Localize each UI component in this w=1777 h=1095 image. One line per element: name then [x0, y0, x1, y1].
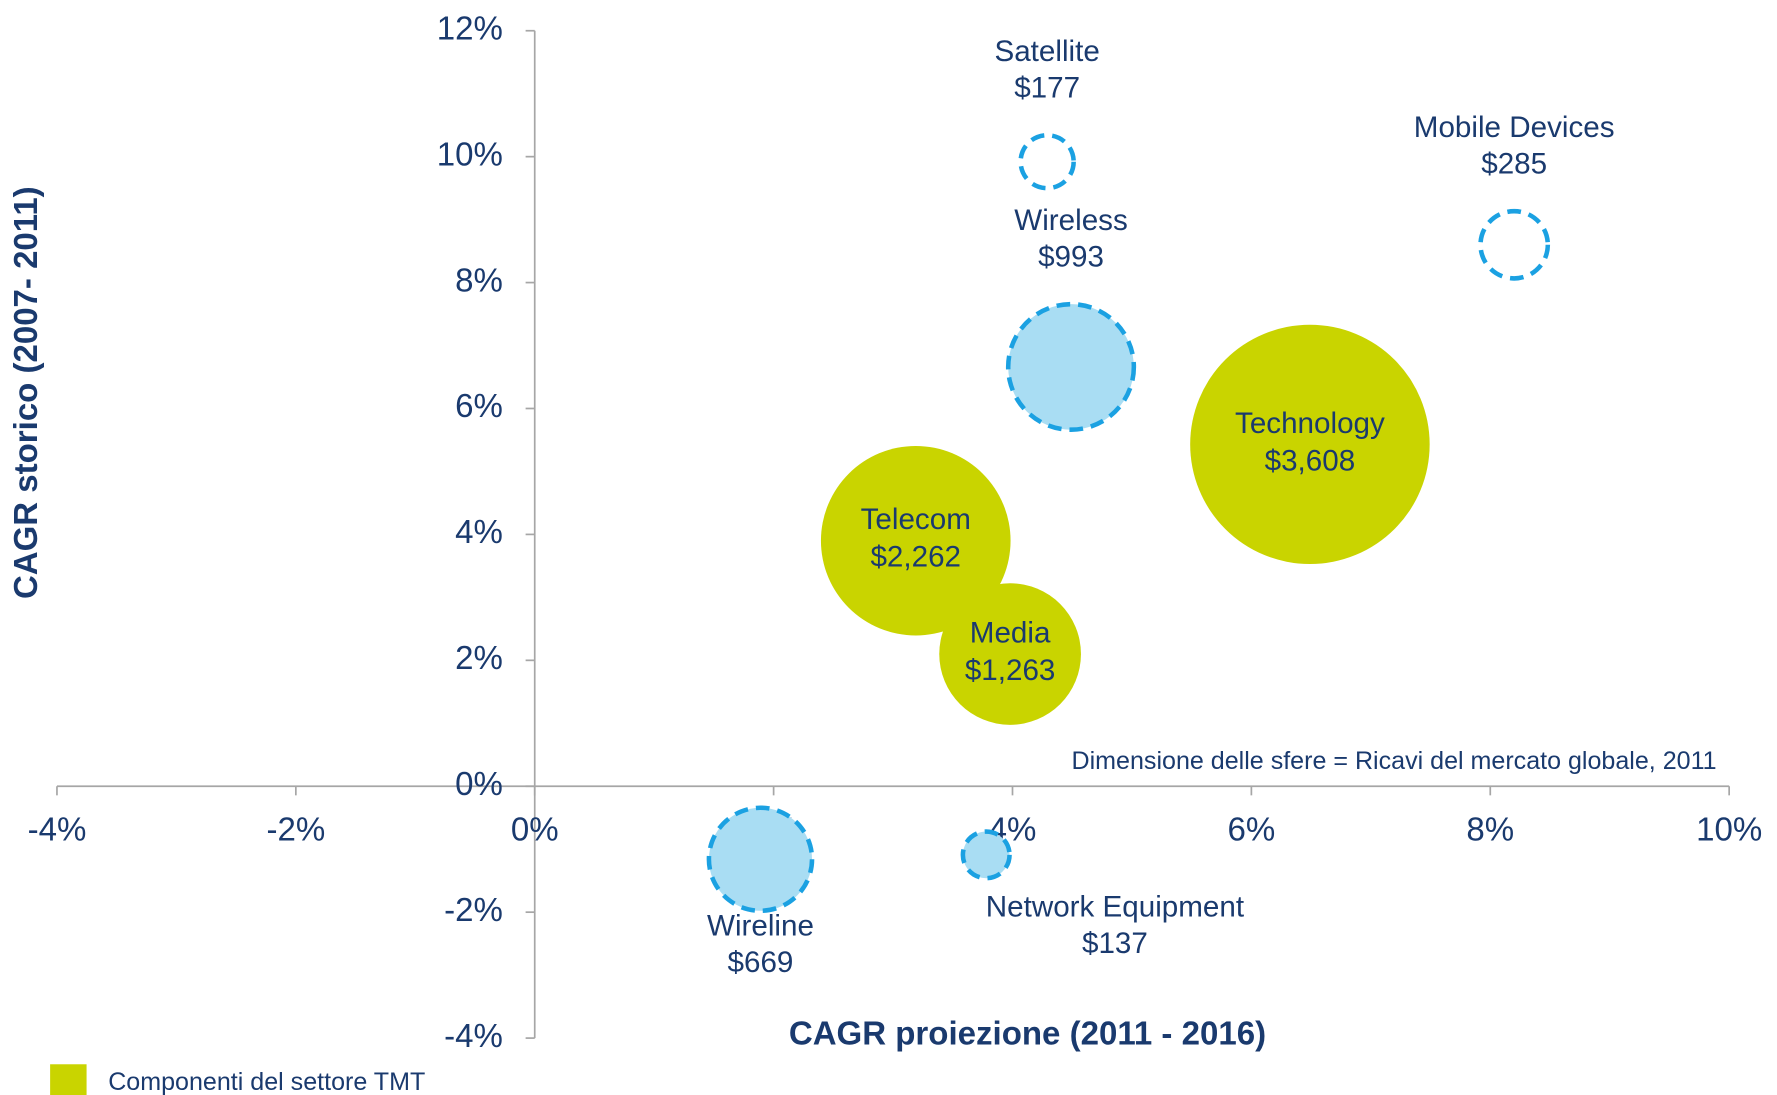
bubble-label: Media [970, 617, 1051, 650]
bubble-label: Telecom [861, 503, 971, 536]
annotation: Dimensione delle sfere = Ricavi del merc… [1072, 747, 1717, 775]
x-tick-label: -2% [266, 811, 325, 848]
bubble-label: Wireline [707, 910, 814, 943]
bubble-value-label: $669 [728, 946, 794, 979]
x-tick-label: 6% [1228, 811, 1276, 848]
bubble-value-label: $1,263 [965, 654, 1056, 687]
bubble-value-label: $993 [1038, 240, 1104, 273]
x-tick-label: 8% [1466, 811, 1514, 848]
bubble-label: Satellite [994, 35, 1099, 68]
bubble [1005, 301, 1137, 432]
bubble-label: Wireless [1014, 204, 1127, 237]
bubble [820, 445, 1011, 636]
x-tick-label: -4% [28, 811, 87, 848]
legend-label: Componenti del settore TMT [108, 1068, 425, 1095]
bubble [706, 805, 815, 914]
bubble [1190, 324, 1430, 565]
x-axis-title: CAGR proiezione (2011 - 2016) [789, 1015, 1266, 1052]
bubble-label: Network Equipment [986, 891, 1244, 924]
bubble [1018, 132, 1076, 191]
y-axis-title: CAGR storico (2007- 2011) [7, 186, 44, 599]
y-tick-label: 6% [455, 387, 503, 424]
y-tick-label: 2% [455, 639, 503, 676]
bubble-value-label: $137 [1082, 927, 1148, 960]
bubble-value-label: $2,262 [870, 541, 961, 574]
bubble-value-label: $177 [1014, 71, 1080, 104]
y-tick-label: 4% [455, 513, 503, 550]
y-tick-label: -4% [444, 1017, 503, 1054]
bubble-value-label: $285 [1481, 147, 1547, 180]
bubble-label: Mobile Devices [1414, 111, 1615, 144]
y-tick-label: 12% [437, 9, 503, 46]
bubble [1478, 208, 1551, 281]
y-tick-label: 8% [455, 261, 503, 298]
legend-swatch [50, 1064, 87, 1095]
bubble [939, 583, 1081, 725]
x-tick-label: 0% [511, 811, 559, 848]
bubble-value-label: $3,608 [1265, 444, 1356, 477]
y-tick-label: 0% [455, 765, 503, 802]
y-tick-label: 10% [437, 135, 503, 172]
bubble [960, 829, 1012, 881]
y-tick-label: -2% [444, 891, 503, 928]
bubble-label: Technology [1235, 407, 1385, 440]
x-tick-label: 10% [1696, 811, 1762, 848]
